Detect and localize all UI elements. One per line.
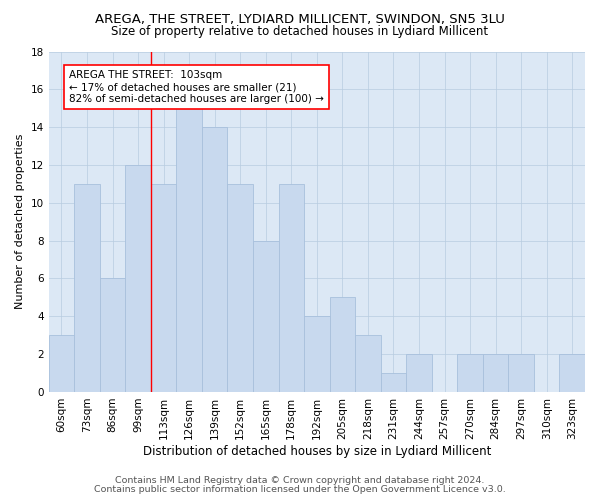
Y-axis label: Number of detached properties: Number of detached properties <box>15 134 25 310</box>
Bar <box>176 108 202 392</box>
Bar <box>74 184 100 392</box>
Text: Contains public sector information licensed under the Open Government Licence v3: Contains public sector information licen… <box>94 485 506 494</box>
X-axis label: Distribution of detached houses by size in Lydiard Millicent: Distribution of detached houses by size … <box>143 444 491 458</box>
Bar <box>406 354 432 392</box>
Bar <box>329 298 355 392</box>
Bar <box>483 354 508 392</box>
Bar <box>380 373 406 392</box>
Bar <box>508 354 534 392</box>
Bar <box>253 240 278 392</box>
Bar <box>227 184 253 392</box>
Bar <box>278 184 304 392</box>
Bar <box>457 354 483 392</box>
Text: AREGA THE STREET:  103sqm
← 17% of detached houses are smaller (21)
82% of semi-: AREGA THE STREET: 103sqm ← 17% of detach… <box>69 70 324 104</box>
Bar <box>559 354 585 392</box>
Text: Contains HM Land Registry data © Crown copyright and database right 2024.: Contains HM Land Registry data © Crown c… <box>115 476 485 485</box>
Bar <box>100 278 125 392</box>
Bar <box>125 165 151 392</box>
Bar <box>202 127 227 392</box>
Text: Size of property relative to detached houses in Lydiard Millicent: Size of property relative to detached ho… <box>112 25 488 38</box>
Bar <box>151 184 176 392</box>
Text: AREGA, THE STREET, LYDIARD MILLICENT, SWINDON, SN5 3LU: AREGA, THE STREET, LYDIARD MILLICENT, SW… <box>95 12 505 26</box>
Bar <box>304 316 329 392</box>
Bar <box>49 335 74 392</box>
Bar <box>355 335 380 392</box>
